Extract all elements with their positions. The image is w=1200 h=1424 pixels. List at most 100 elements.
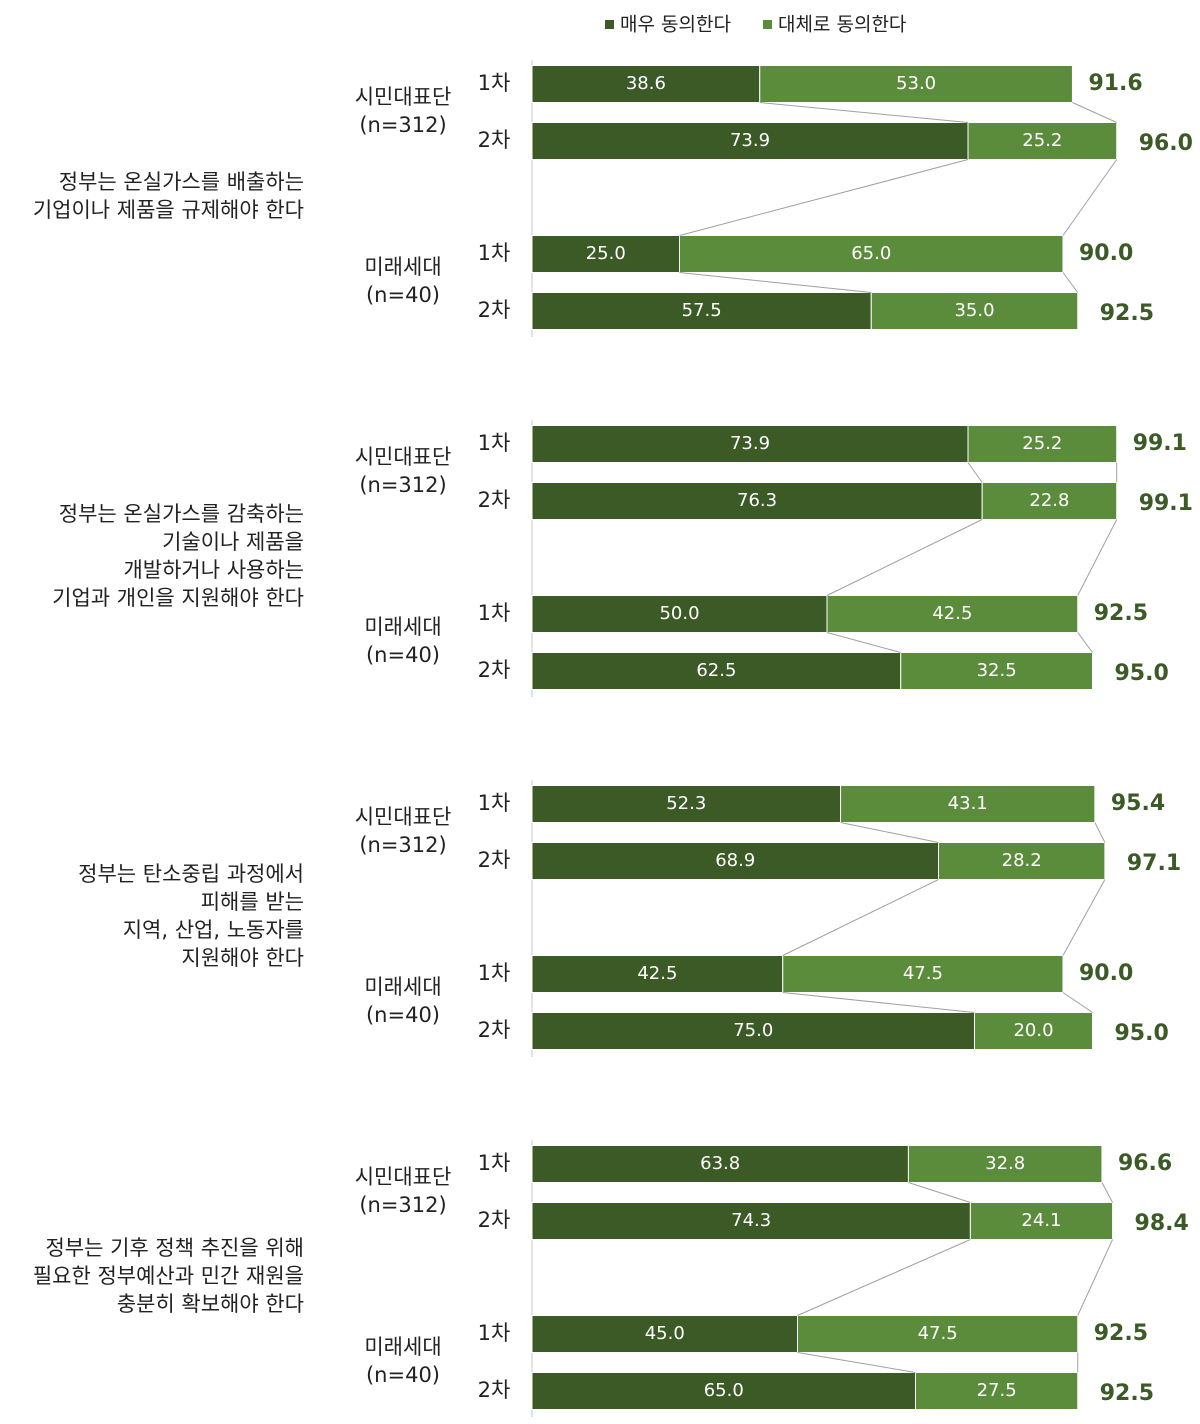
value-label-strong: 38.6 [626, 73, 666, 94]
bar-strong [531, 122, 969, 160]
connector-line [1062, 159, 1118, 236]
legend-swatch-moderate [763, 20, 772, 29]
group-n-label: (n=312) [359, 833, 446, 857]
value-label-strong: 73.9 [730, 433, 770, 454]
bar-strong [531, 1315, 798, 1353]
bar-strong [531, 652, 902, 690]
group-label: 미래세대 [364, 615, 441, 639]
group-label: 미래세대 [364, 975, 441, 999]
connector-line [782, 992, 975, 1013]
connector-line [908, 1182, 971, 1203]
bar-strong [531, 955, 784, 993]
value-label-strong: 25.0 [586, 243, 626, 264]
bar-moderate [870, 292, 1079, 330]
connector-line [826, 519, 983, 596]
value-label-moderate: 42.5 [932, 603, 972, 624]
value-label-strong: 42.5 [637, 963, 677, 984]
group-n-label: (n=40) [366, 1003, 440, 1027]
group-label: 시민대표단 [355, 85, 452, 109]
round-label: 1차 [478, 431, 511, 455]
round-label: 2차 [478, 488, 511, 512]
value-label-moderate: 47.5 [918, 1323, 958, 1344]
total-label: 92.5 [1094, 601, 1148, 626]
connector-line [1077, 632, 1093, 653]
value-label-moderate: 35.0 [954, 300, 994, 321]
value-label-moderate: 53.0 [896, 73, 936, 94]
bar-moderate [981, 482, 1118, 520]
connector-line [1077, 1239, 1114, 1316]
legend-label-moderate: 대체로 동의한다 [778, 14, 906, 36]
total-label: 92.5 [1100, 301, 1154, 326]
bar-moderate [782, 955, 1064, 993]
group-n-label: (n=312) [359, 113, 446, 137]
value-label-strong: 63.8 [700, 1153, 740, 1174]
connector-line [1101, 1182, 1114, 1203]
value-label-strong: 76.3 [737, 490, 777, 511]
connector-line [1062, 879, 1106, 956]
question-text: 피해를 받는 [201, 890, 304, 914]
round-label: 2차 [478, 298, 511, 322]
question-text: 기업이나 제품을 규제해야 한다 [33, 198, 304, 222]
round-label: 2차 [478, 1018, 511, 1042]
connector-line [679, 159, 969, 236]
bar-strong [531, 482, 983, 520]
question-text: 필요한 정부예산과 민간 재원을 [33, 1264, 304, 1288]
value-label-strong: 45.0 [645, 1323, 685, 1344]
bar-moderate [679, 235, 1064, 273]
value-label-strong: 57.5 [682, 300, 722, 321]
bar-moderate [900, 652, 1093, 690]
total-label: 90.0 [1079, 241, 1133, 266]
question-text: 지역, 산업, 노동자를 [123, 918, 304, 942]
bar-moderate [826, 595, 1079, 633]
group-label: 미래세대 [364, 255, 441, 279]
connector-line [797, 1352, 916, 1373]
total-label: 95.0 [1115, 661, 1169, 686]
value-label-strong: 50.0 [659, 603, 699, 624]
connector-line [797, 1239, 971, 1316]
bar-moderate [967, 425, 1118, 463]
question-text: 정부는 탄소중립 과정에서 [78, 862, 304, 886]
group-n-label: (n=40) [366, 643, 440, 667]
bar-moderate [969, 1202, 1114, 1240]
group-label: 시민대표단 [355, 1165, 452, 1189]
legend: 매우 동의한다 대체로 동의한다 [605, 14, 906, 36]
round-label: 2차 [478, 1208, 511, 1232]
bar-moderate [967, 122, 1118, 160]
connector-line [1062, 992, 1093, 1013]
value-label-strong: 68.9 [715, 850, 755, 871]
group-n-label: (n=312) [359, 1193, 446, 1217]
value-label-moderate: 20.0 [1013, 1020, 1053, 1041]
round-label: 1차 [478, 791, 511, 815]
round-label: 1차 [478, 601, 511, 625]
total-label: 91.6 [1088, 71, 1142, 96]
value-label-strong: 52.3 [666, 793, 706, 814]
bar-strong [531, 842, 940, 880]
value-label-strong: 73.9 [730, 130, 770, 151]
total-label: 95.0 [1115, 1021, 1169, 1046]
group-n-label: (n=40) [366, 283, 440, 307]
value-label-moderate: 27.5 [977, 1380, 1017, 1401]
group-label: 시민대표단 [355, 805, 452, 829]
connector-line [1094, 822, 1106, 843]
connector-line [679, 272, 872, 293]
round-label: 2차 [478, 848, 511, 872]
question-text: 정부는 온실가스를 감축하는 [59, 502, 304, 526]
group-label: 시민대표단 [355, 445, 452, 469]
group-label: 미래세대 [364, 1335, 441, 1359]
bar-moderate [759, 65, 1073, 103]
bar-strong [531, 595, 828, 633]
question-text: 기술이나 제품을 [162, 530, 304, 554]
total-label: 92.5 [1094, 1321, 1148, 1346]
total-label: 99.1 [1139, 491, 1193, 516]
round-label: 1차 [478, 71, 511, 95]
connector-line [1077, 519, 1118, 596]
round-label: 1차 [478, 1151, 511, 1175]
round-label: 2차 [478, 1378, 511, 1402]
value-label-moderate: 24.1 [1021, 1210, 1061, 1231]
bar-moderate [938, 842, 1106, 880]
total-label: 99.1 [1133, 431, 1187, 456]
question-text: 충분히 확보해야 한다 [117, 1292, 304, 1316]
bar-moderate [840, 785, 1096, 823]
